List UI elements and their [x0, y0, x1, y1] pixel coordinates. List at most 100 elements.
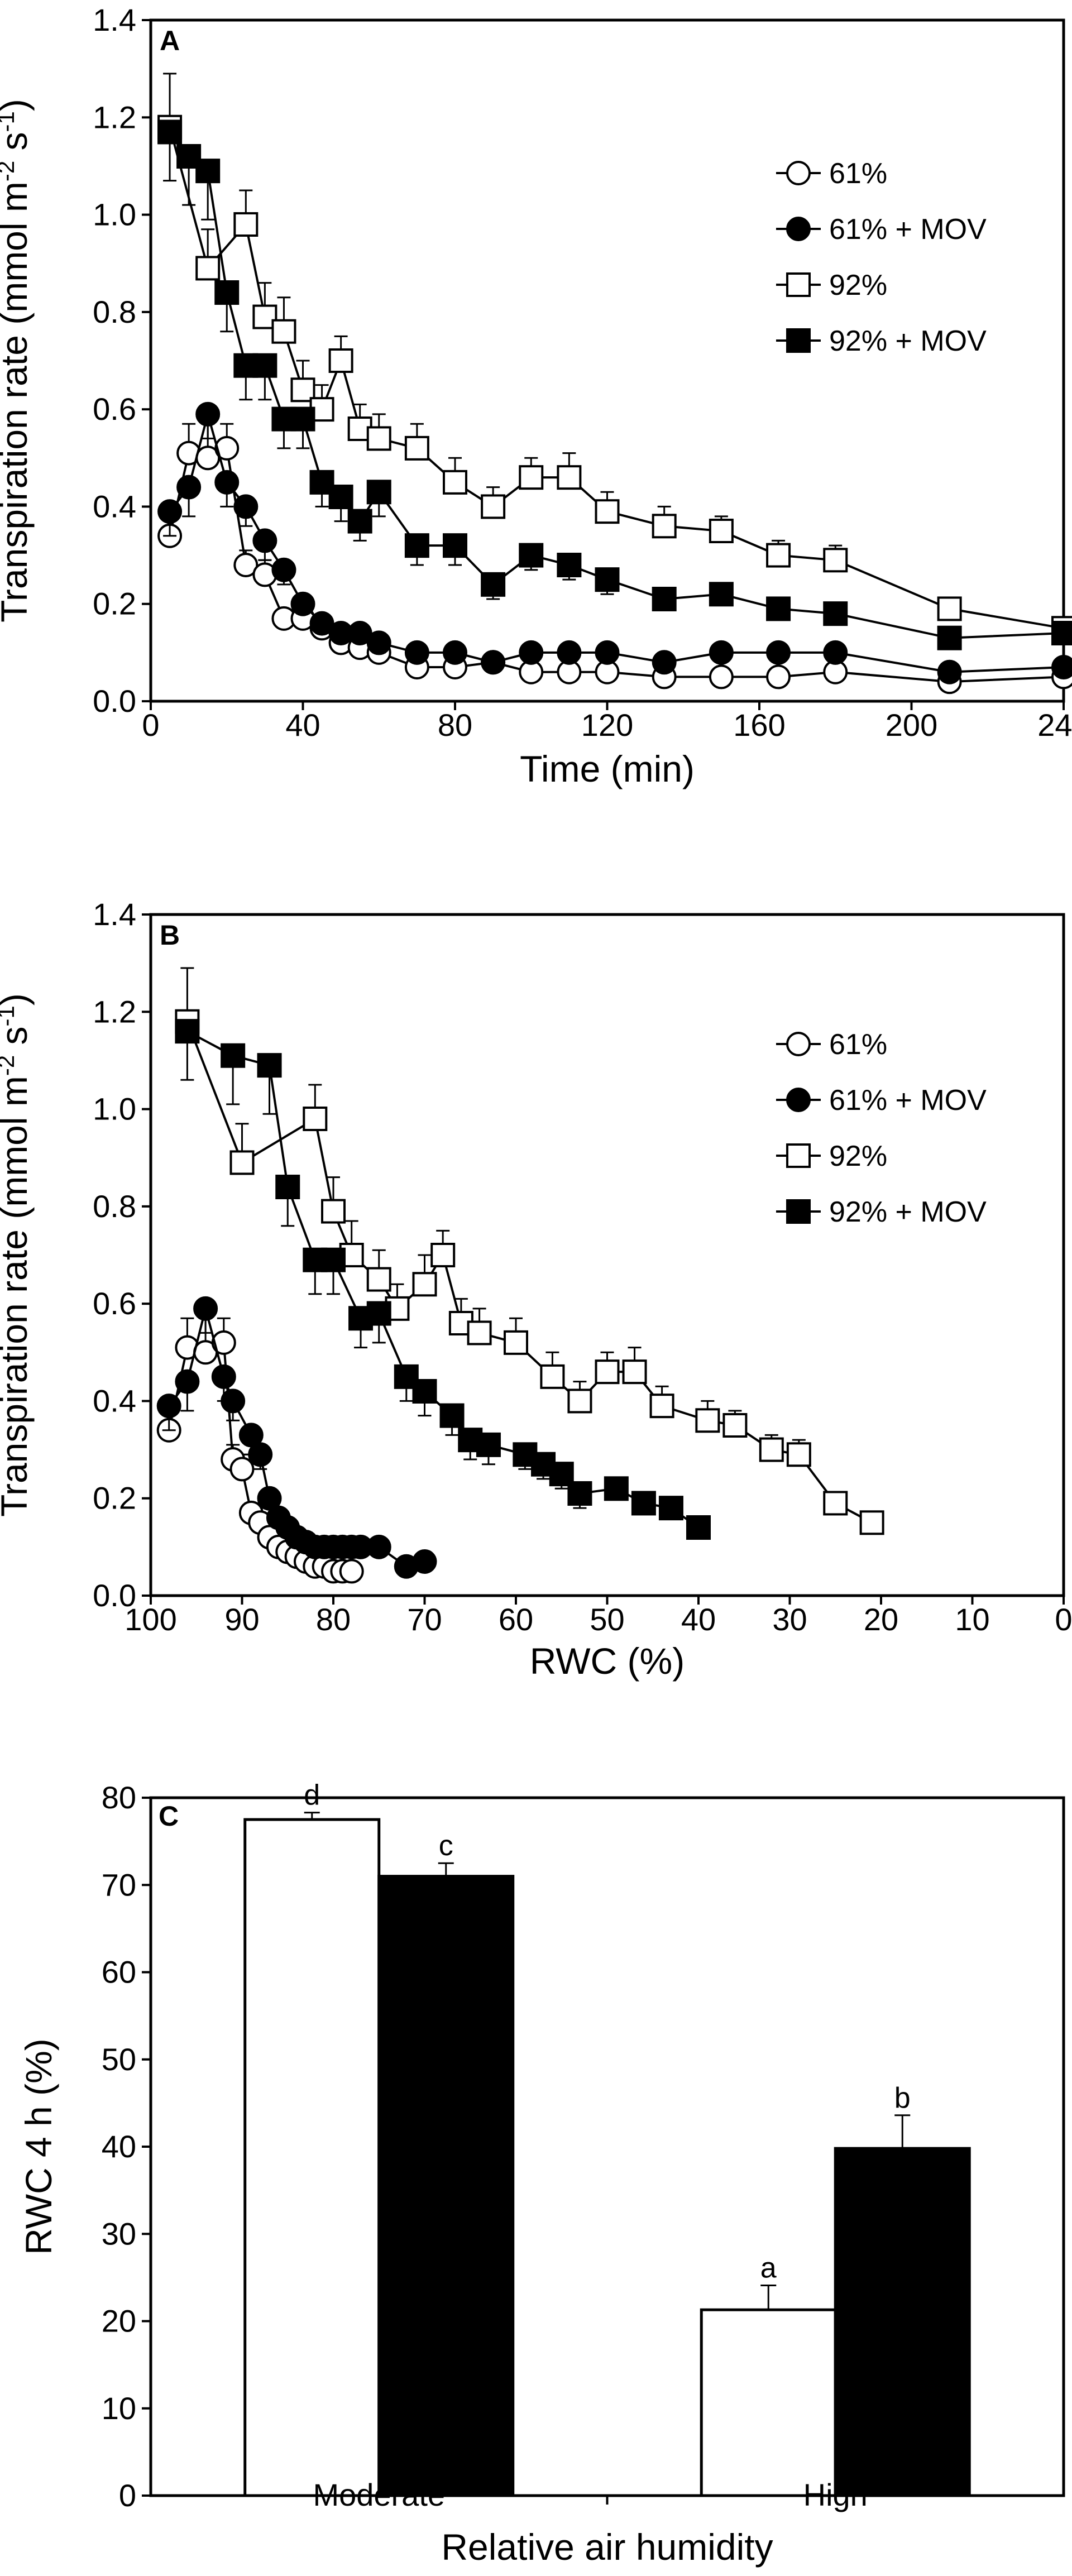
- data-point: [557, 553, 582, 577]
- data-point: [211, 1364, 236, 1389]
- x-tick-label: 80: [438, 707, 472, 743]
- data-point: [309, 470, 334, 495]
- data-point: [549, 1462, 574, 1487]
- data-point: [766, 640, 791, 665]
- data-point: [766, 543, 791, 568]
- data-point: [233, 494, 259, 519]
- significance-letter: b: [894, 2082, 911, 2114]
- data-point: [649, 1394, 674, 1419]
- data-point: [175, 1369, 200, 1394]
- data-point: [233, 212, 259, 237]
- y-tick-label: 20: [102, 2304, 136, 2339]
- data-point: [321, 1247, 346, 1272]
- data-point: [347, 509, 372, 534]
- data-point: [328, 348, 353, 373]
- x-tick-label: 160: [733, 707, 785, 743]
- y-tick-label: 1.2: [93, 994, 136, 1029]
- data-point: [709, 640, 734, 665]
- data-point: [366, 1301, 391, 1326]
- y-axis-title-part: -1: [0, 1005, 19, 1026]
- series-92-mov: [157, 119, 1072, 650]
- y-tick-label: 10: [102, 2391, 136, 2426]
- y-tick-label: 0.4: [93, 489, 136, 524]
- y-tick-label: 0.6: [93, 391, 136, 427]
- data-point: [540, 1364, 565, 1389]
- data-point: [211, 1330, 236, 1355]
- data-point: [567, 1481, 592, 1506]
- data-point: [221, 1043, 246, 1068]
- data-point: [504, 1330, 528, 1355]
- data-point: [271, 557, 296, 582]
- data-point: [443, 640, 467, 665]
- data-point: [709, 582, 734, 607]
- data-point: [622, 1359, 647, 1385]
- data-point: [157, 119, 183, 145]
- y-tick-label: 0.8: [93, 294, 136, 329]
- y-axis-title: Transpiration rate (mmol m-2 s-1): [0, 993, 35, 1517]
- data-point: [1051, 621, 1072, 645]
- y-axis-title-part: Transpiration rate (mmol m: [0, 1076, 35, 1517]
- x-tick-label: 80: [316, 1602, 351, 1637]
- y-axis-title-part: ): [0, 993, 35, 1005]
- data-point: [519, 640, 544, 665]
- significance-letter: a: [760, 2252, 777, 2284]
- data-point: [229, 1457, 255, 1482]
- data-point: [271, 319, 296, 344]
- data-point: [238, 1423, 264, 1448]
- y-tick-label: 0.2: [93, 586, 136, 621]
- bar-high-mov: [834, 2147, 971, 2497]
- data-point: [823, 548, 848, 573]
- data-point: [275, 1175, 300, 1199]
- y-axis-title-part: Transpiration rate (mmol m: [0, 181, 35, 623]
- legend-label: 92% + MOV: [829, 325, 987, 357]
- y-tick-label: 1.4: [93, 2, 136, 37]
- data-point: [214, 280, 240, 305]
- data-point: [823, 1491, 848, 1516]
- x-tick-label: 40: [285, 707, 320, 743]
- data-point: [366, 426, 391, 451]
- panel-c: 0 10 20 30 40 50 60 70 80 Cd c Moderate a b High Relati…: [18, 1779, 1065, 2568]
- category-label: High: [803, 2477, 868, 2512]
- data-point: [709, 664, 734, 690]
- legend-marker: [786, 328, 811, 353]
- legend-label: 61% + MOV: [829, 1084, 987, 1117]
- bar-high-control: [700, 2308, 837, 2497]
- data-point: [567, 1388, 592, 1414]
- data-point: [595, 567, 620, 592]
- panel-label: A: [160, 25, 180, 56]
- legend-label: 61%: [829, 157, 887, 190]
- data-point: [766, 664, 791, 690]
- data-point: [248, 1442, 273, 1467]
- data-point: [366, 1267, 391, 1292]
- data-point: [347, 621, 372, 645]
- data-point: [195, 159, 221, 184]
- data-point: [195, 256, 221, 281]
- x-tick-label: 0: [1055, 1602, 1072, 1637]
- data-point: [481, 650, 506, 675]
- data-point: [557, 465, 582, 490]
- data-point: [328, 485, 353, 509]
- y-tick-label: 1.4: [93, 897, 136, 932]
- y-tick-label: 60: [102, 1955, 136, 1990]
- legend-marker: [786, 1032, 811, 1056]
- bar-moderate-control: [243, 1818, 381, 2497]
- data-point: [195, 401, 221, 427]
- data-point: [1051, 655, 1072, 679]
- legend: 61% 61% + MOV 92% 92% + MOV: [776, 157, 987, 357]
- data-point: [366, 1534, 391, 1559]
- significance-letter: c: [439, 1830, 453, 1862]
- y-axis-title-part: ): [0, 99, 35, 111]
- data-point: [859, 1510, 884, 1535]
- panel-a: 0.0 0.2 0.4 0.6 0.8 1.0 1.2 1.4 0 40 80 120 160 200 24…: [0, 2, 1072, 789]
- data-point: [193, 1296, 218, 1321]
- data-point: [519, 465, 544, 490]
- data-point: [652, 587, 677, 611]
- y-axis-title: RWC 4 h (%): [18, 2038, 59, 2255]
- data-point: [176, 144, 202, 169]
- data-point: [290, 406, 315, 432]
- data-point: [303, 1107, 328, 1131]
- series-61-: [156, 1317, 364, 1584]
- y-tick-label: 0.2: [93, 1481, 136, 1516]
